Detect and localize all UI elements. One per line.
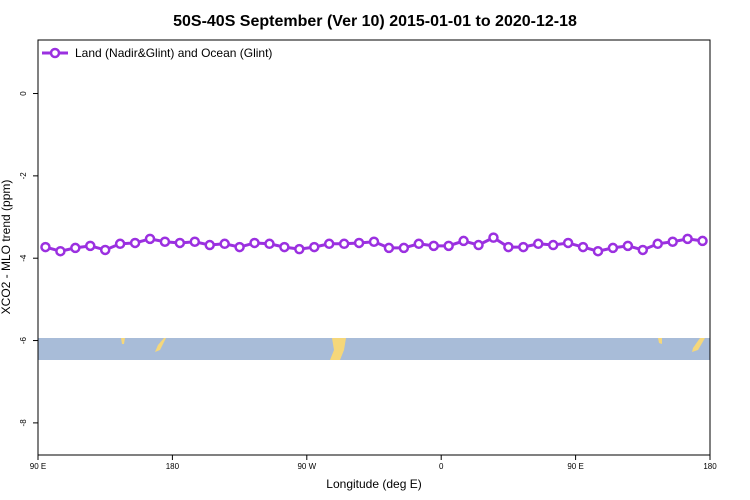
x-tick-label: 0 [439, 462, 444, 471]
land [155, 338, 166, 352]
y-axis-label: XCO2 - MLO trend (ppm) [0, 180, 13, 315]
land [121, 338, 125, 344]
point [159, 236, 171, 247]
point [428, 240, 439, 252]
point [309, 241, 320, 253]
point [592, 245, 604, 257]
legend-label: Land (Nadir&Glint) and Ocean (Glint) [75, 46, 272, 60]
point [174, 237, 186, 249]
point [144, 233, 156, 245]
legend-marker [49, 47, 61, 59]
x-tick-label: 180 [703, 462, 717, 471]
y-tick-label: -4 [19, 254, 28, 262]
point [667, 236, 678, 247]
point [294, 243, 305, 255]
point [562, 237, 574, 249]
point [249, 237, 260, 249]
point [85, 240, 96, 252]
point [697, 235, 708, 247]
point [398, 242, 410, 254]
point [458, 235, 469, 247]
point [279, 241, 290, 253]
point [338, 238, 350, 250]
point [70, 242, 81, 254]
point [234, 241, 245, 253]
point [652, 238, 663, 250]
point [55, 245, 66, 257]
y-tick-label: -8 [19, 419, 28, 427]
point [114, 238, 126, 250]
point [219, 238, 230, 250]
point [368, 236, 380, 247]
x-tick-label: 90 E [567, 462, 583, 471]
land [692, 338, 705, 352]
point [547, 239, 559, 251]
chart-title: 50S-40S September (Ver 10) 2015-01-01 to… [173, 13, 577, 30]
point [577, 241, 589, 253]
point [353, 237, 365, 249]
x-axis-label: Longitude (deg E) [326, 477, 421, 491]
point [518, 241, 529, 253]
point [443, 240, 454, 252]
point [99, 244, 111, 256]
point [383, 242, 395, 254]
point [637, 244, 649, 256]
land [658, 338, 662, 344]
point [323, 238, 335, 250]
point [488, 232, 499, 243]
land [330, 338, 346, 360]
point [189, 236, 201, 247]
point [607, 242, 619, 254]
map-band [38, 338, 710, 360]
point [503, 241, 514, 253]
y-tick-label: -2 [19, 172, 28, 180]
point [204, 239, 215, 251]
point [264, 238, 275, 250]
ocean-band [38, 338, 710, 360]
point [682, 233, 693, 245]
x-tick-label: 90 E [30, 462, 46, 471]
point [40, 241, 51, 253]
y-tick-label: -6 [19, 336, 28, 344]
y-tick-label: 0 [19, 91, 28, 96]
x-tick-label: 90 W [297, 462, 316, 471]
point [413, 238, 425, 250]
point [473, 239, 484, 251]
point [129, 237, 141, 249]
plot-frame [37, 39, 711, 456]
point [533, 238, 544, 250]
x-tick-label: 180 [166, 462, 180, 471]
point [622, 240, 634, 252]
